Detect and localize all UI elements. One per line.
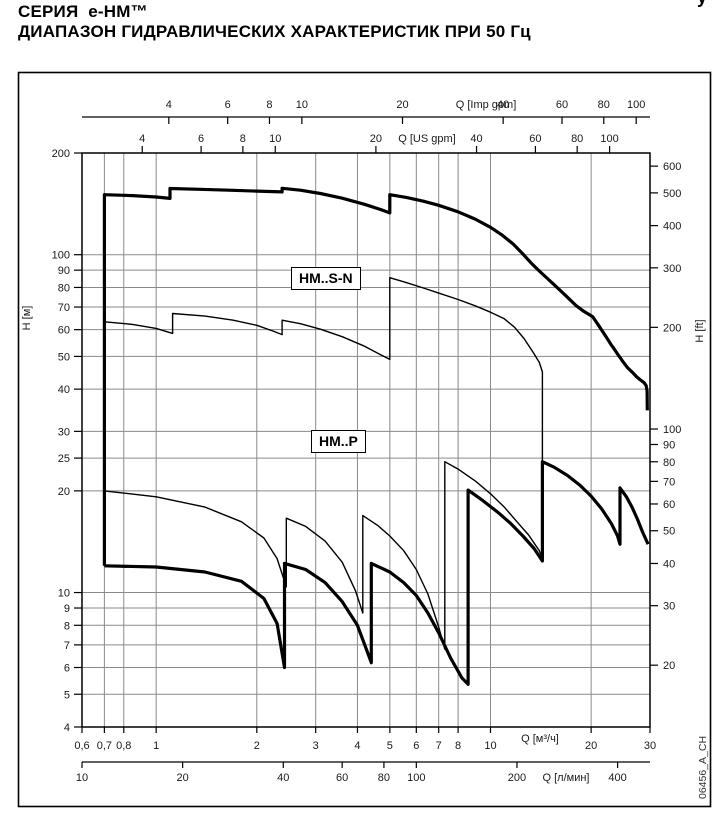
cropped-text-fragment: у: [697, 0, 707, 7]
impgpm-axis-tick-label: 60: [556, 99, 568, 111]
impgpm-axis-tick-label: 8: [266, 99, 272, 111]
left-axis-tick-label: 9: [64, 603, 70, 615]
right-axis-tick-label: 60: [663, 499, 675, 511]
left-axis-tick-label: 8: [64, 620, 70, 632]
bottom-axis-unit-label: Q [м³/ч]: [521, 733, 559, 745]
impgpm-axis-tick-label: 4: [166, 99, 172, 111]
bottom-axis-tick-label: 10: [484, 740, 496, 752]
usgpm-axis-tick-label: 6: [198, 133, 204, 145]
right-axis-tick-label: 300: [663, 263, 681, 275]
lmin-axis-unit-label: Q [л/мин]: [543, 772, 590, 784]
y-axis-m-label: H [м]: [21, 306, 33, 331]
impgpm-axis-tick-label: 80: [598, 99, 610, 111]
right-axis-tick-label: 100: [663, 424, 681, 436]
left-axis-tick-label: 200: [52, 148, 70, 160]
usgpm-axis-unit-label: Q [US gpm]: [398, 133, 455, 145]
bottom-axis-tick-label: 2: [254, 740, 260, 752]
lmin-axis-tick-label: 200: [508, 772, 526, 784]
impgpm-axis-tick-label: 40: [497, 99, 509, 111]
usgpm-axis-tick-label: 20: [370, 133, 382, 145]
lmin-axis-tick-label: 20: [177, 772, 189, 784]
usgpm-axis-tick-label: 10: [269, 133, 281, 145]
lmin-axis-tick-label: 10: [76, 772, 88, 784]
bottom-axis-tick-label: 30: [644, 740, 656, 752]
left-axis-tick-label: 5: [64, 689, 70, 701]
lmin-axis-tick-label: 400: [608, 772, 626, 784]
curve-label-hm-s-n: HM..S-N: [291, 267, 361, 290]
series-curve-thick: [102, 186, 649, 566]
bottom-axis-tick-label: 0,7: [97, 740, 112, 752]
left-axis-tick-label: 90: [58, 265, 70, 277]
left-axis-tick-label: 70: [58, 302, 70, 314]
bottom-axis-tick-label: 5: [387, 740, 393, 752]
right-axis-tick-label: 70: [663, 476, 675, 488]
impgpm-axis-tick-label: 20: [396, 99, 408, 111]
impgpm-axis-tick-label: 6: [225, 99, 231, 111]
left-axis-tick-label: 30: [58, 426, 70, 438]
bottom-axis-tick-label: 6: [413, 740, 419, 752]
series-curve-thin: [104, 277, 544, 462]
usgpm-axis-tick-label: 80: [571, 133, 583, 145]
bottom-axis-tick-label: 0,6: [74, 740, 89, 752]
lmin-axis-tick-label: 60: [336, 772, 348, 784]
lmin-axis-tick-label: 80: [378, 772, 390, 784]
title-block: СЕРИЯ e-HM™ ДИАПАЗОН ГИДРАВЛИЧЕСКИХ ХАРА…: [18, 2, 531, 42]
right-axis-tick-label: 20: [663, 660, 675, 672]
usgpm-axis-tick-label: 100: [600, 133, 618, 145]
right-axis-tick-label: 400: [663, 221, 681, 233]
outer-frame: [17, 71, 712, 808]
usgpm-axis-tick-label: 40: [470, 133, 482, 145]
drawing-number: 06456_A_CH: [697, 736, 709, 799]
right-axis-tick-label: 50: [663, 526, 675, 538]
left-axis-tick-label: 50: [58, 351, 70, 363]
left-axis-tick-label: 20: [58, 486, 70, 498]
left-axis-tick-label: 7: [64, 640, 70, 652]
left-axis-tick-label: 60: [58, 325, 70, 337]
bottom-axis-tick-label: 1: [153, 740, 159, 752]
page-title-series: СЕРИЯ e-HM™: [18, 2, 148, 21]
left-axis-tick-label: 4: [64, 722, 70, 734]
left-axis-tick-label: 6: [64, 663, 70, 675]
impgpm-axis-tick-label: 100: [627, 99, 645, 111]
plot-border: [81, 152, 651, 728]
bottom-axis-tick-label: 4: [354, 740, 360, 752]
right-axis-tick-label: 80: [663, 457, 675, 469]
bottom-axis-tick-label: 20: [585, 740, 597, 752]
left-axis-tick-label: 100: [52, 250, 70, 262]
right-axis-tick-label: 40: [663, 558, 675, 570]
impgpm-axis-tick-label: 10: [296, 99, 308, 111]
series-curve-thick: [104, 460, 650, 686]
left-axis-tick-label: 80: [58, 282, 70, 294]
usgpm-axis-tick-label: 60: [529, 133, 541, 145]
left-axis-tick-label: 10: [58, 588, 70, 600]
page-title-subtitle: ДИАПАЗОН ГИДРАВЛИЧЕСКИХ ХАРАКТЕРИСТИК ПР…: [18, 22, 531, 41]
bottom-axis-tick-label: 8: [455, 740, 461, 752]
series-curve-thin: [104, 461, 544, 650]
lmin-axis-tick-label: 40: [277, 772, 289, 784]
right-axis-tick-label: 600: [663, 161, 681, 173]
right-axis-tick-label: 200: [663, 322, 681, 334]
right-axis-tick-label: 30: [663, 601, 675, 613]
y-axis-ft-label: H [ft]: [694, 319, 706, 342]
usgpm-axis-tick-label: 4: [139, 133, 145, 145]
bottom-axis-tick-label: 7: [436, 740, 442, 752]
right-axis-tick-label: 90: [663, 439, 675, 451]
usgpm-axis-tick-label: 8: [240, 133, 246, 145]
left-axis-tick-label: 40: [58, 384, 70, 396]
left-axis-tick-label: 25: [58, 453, 70, 465]
impgpm-axis-unit-label: Q [Imp gpm]: [456, 99, 517, 111]
curve-label-hm-p: HM..P: [311, 430, 366, 453]
lmin-axis-tick-label: 100: [407, 772, 425, 784]
bottom-axis-tick-label: 0,8: [116, 740, 131, 752]
right-axis-tick-label: 500: [663, 188, 681, 200]
bottom-axis-tick-label: 3: [313, 740, 319, 752]
